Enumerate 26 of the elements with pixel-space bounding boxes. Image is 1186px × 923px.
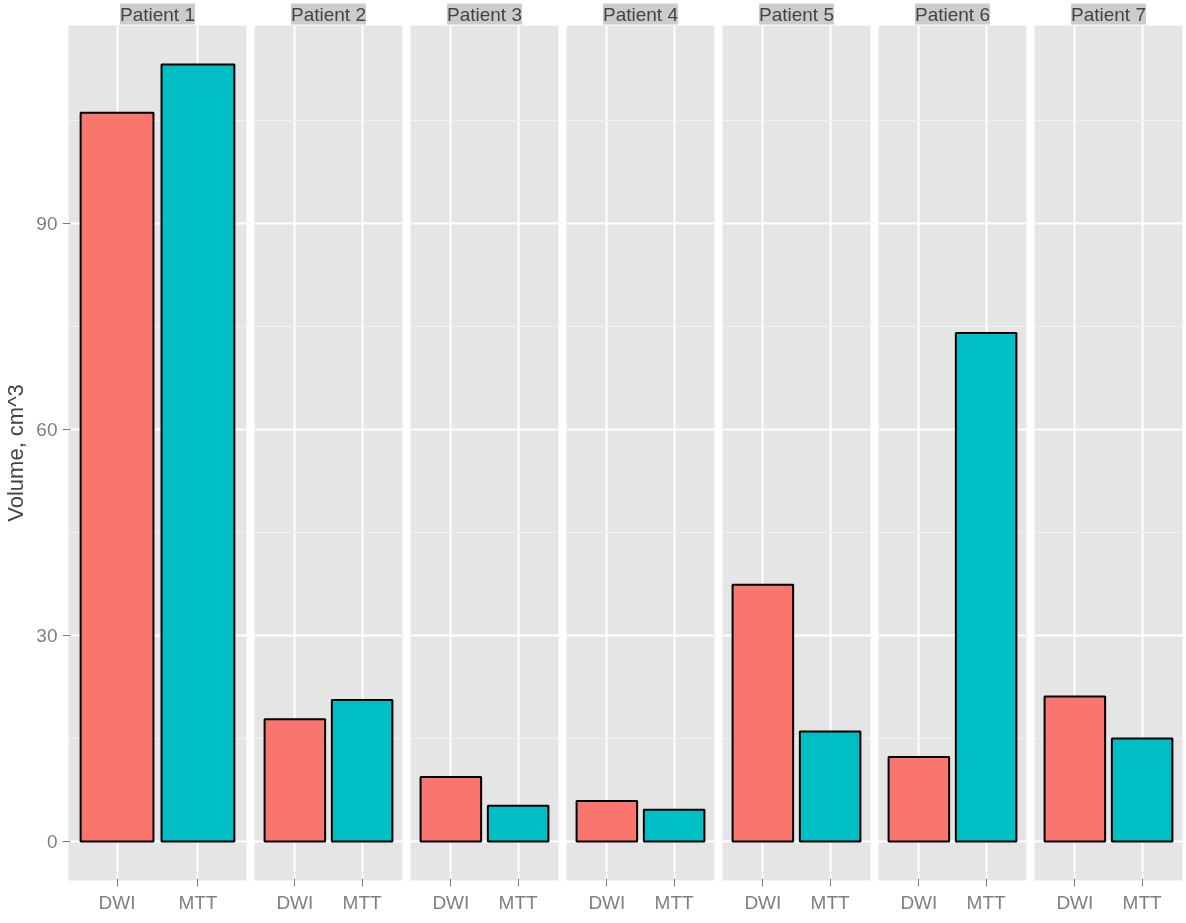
x-tick-label: DWI xyxy=(98,891,136,913)
x-tick-label: DWI xyxy=(744,891,782,913)
x-tick-label: MTT xyxy=(342,891,383,913)
chart-title: Patient 3 xyxy=(447,3,522,25)
x-tick-label: MTT xyxy=(966,891,1007,913)
x-tick-label: DWI xyxy=(432,891,470,913)
x-tick-label: MTT xyxy=(654,891,695,913)
y-tick-label: 0 xyxy=(46,830,58,852)
x-tick-label: DWI xyxy=(588,891,626,913)
x-tick-label: MTT xyxy=(810,891,851,913)
x-tick-label: DWI xyxy=(900,891,938,913)
x-tick-label: DWI xyxy=(276,891,314,913)
chart-title: Patient 6 xyxy=(915,3,990,25)
x-tick-label: MTT xyxy=(1122,891,1163,913)
y-tick-label: 60 xyxy=(36,419,58,441)
chart-title: Patient 1 xyxy=(120,3,195,25)
x-tick-label: MTT xyxy=(178,891,218,913)
chart-title: Patient 7 xyxy=(1071,3,1146,25)
chart-title: Patient 2 xyxy=(291,3,366,25)
chart-title: Patient 4 xyxy=(603,3,679,25)
chart-title: Patient 5 xyxy=(759,3,834,25)
y-axis-title: Volume, cm^3 xyxy=(3,384,29,522)
x-tick-label: DWI xyxy=(1056,891,1094,913)
y-tick-label: 90 xyxy=(36,213,58,235)
y-tick-label: 30 xyxy=(36,625,58,647)
x-tick-label: MTT xyxy=(498,891,539,913)
